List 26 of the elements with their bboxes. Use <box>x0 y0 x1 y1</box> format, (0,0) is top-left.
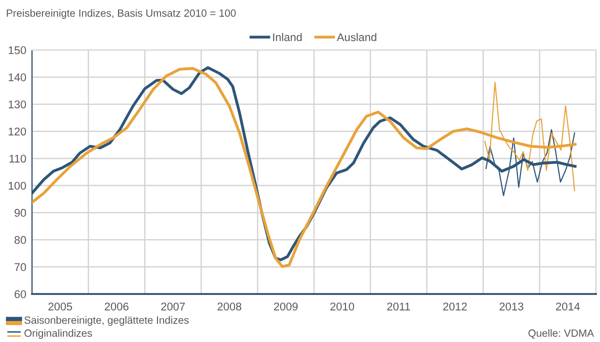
x-tick-label: 2006 <box>104 302 128 310</box>
y-tick-label: 80 <box>14 236 26 244</box>
x-tick-label: 2010 <box>330 302 354 310</box>
y-tick-label: 90 <box>14 208 26 217</box>
x-tick-label: 2011 <box>387 302 410 310</box>
x-tick-label: 2013 <box>500 302 524 310</box>
x-tick-label: 2012 <box>443 302 467 310</box>
y-tick-label: 100 <box>8 182 26 190</box>
x-tick-label: 2008 <box>218 302 242 310</box>
legend-label: Inland <box>273 32 302 42</box>
text: Saisonbereinigte, geglättete Indizes <box>24 316 189 326</box>
x-tick-label: 2009 <box>274 302 298 310</box>
y-tick-label: 120 <box>8 128 26 136</box>
x-tick-label: 2007 <box>161 302 185 310</box>
y-tick-label: 60 <box>14 290 26 298</box>
source-note: Quelle: VDMA <box>528 329 594 339</box>
legend-label: Ausland <box>336 32 376 42</box>
chart-title: Preisbereinigte Indizes, Basis Umsatz 2010 = 100 <box>6 9 236 19</box>
y-tick-label: 140 <box>8 73 26 82</box>
x-tick-label: 2005 <box>48 302 72 310</box>
y-tick-label: 130 <box>8 100 26 108</box>
y-tick-label: 70 <box>14 263 26 272</box>
y-tick-label: 150 <box>8 46 26 54</box>
text: Originalindizes <box>24 329 92 339</box>
x-tick-label: 2014 <box>556 302 580 310</box>
y-tick-label: 110 <box>10 154 26 163</box>
